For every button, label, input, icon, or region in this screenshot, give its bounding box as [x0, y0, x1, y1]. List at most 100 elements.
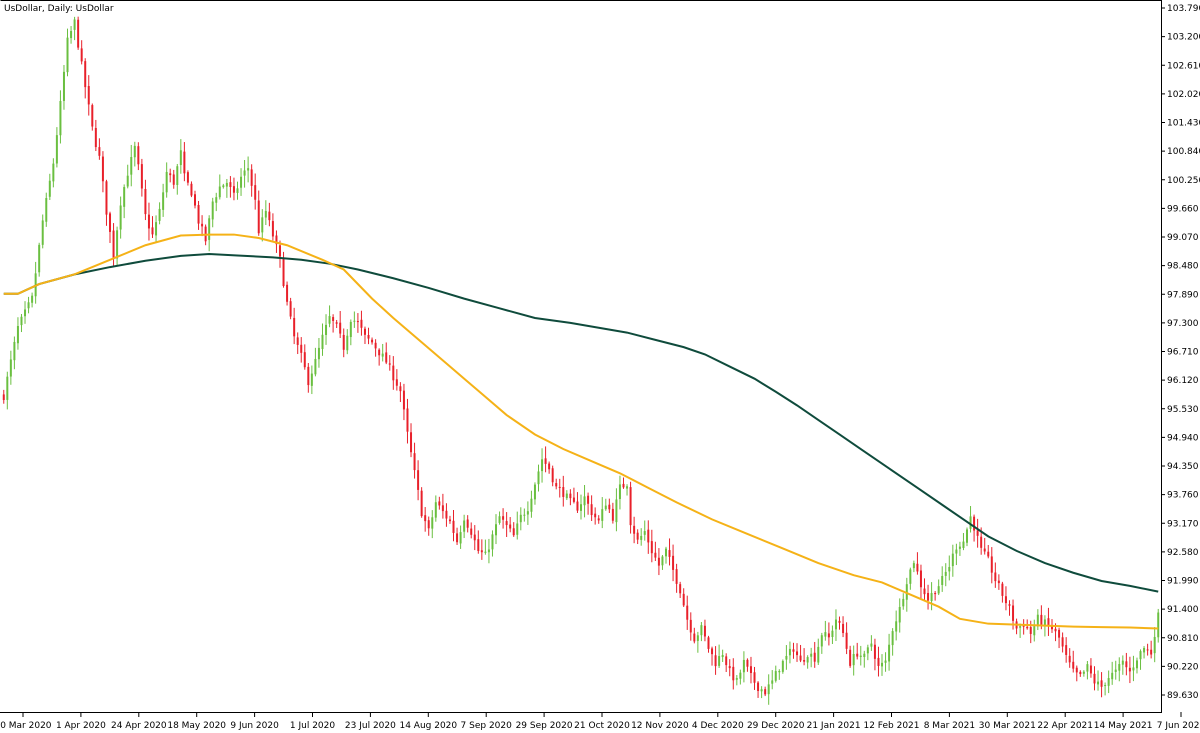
time-tick-label: 22 Apr 2021 — [1037, 721, 1093, 731]
time-tick-label: 21 Oct 2020 — [574, 721, 630, 731]
candle-bearish — [278, 245, 281, 257]
price-tick-label: 94.350 — [1167, 462, 1199, 472]
candle-bullish — [884, 660, 887, 663]
candle-bullish — [247, 168, 250, 171]
candle-bearish — [1068, 655, 1071, 663]
price-tick-label: 101.430 — [1167, 119, 1200, 129]
candle-bearish — [990, 556, 993, 573]
candle-bullish — [59, 101, 62, 136]
candle-bearish — [388, 363, 391, 365]
candle-bearish — [1026, 626, 1029, 629]
candle-bullish — [615, 499, 618, 523]
time-tick-label: 4 Dec 2020 — [692, 721, 744, 731]
candle-bullish — [774, 671, 777, 681]
price-tick-label: 93.760 — [1167, 491, 1199, 501]
candle-bearish — [650, 541, 653, 554]
price-tick-label: 103.790 — [1167, 4, 1200, 14]
candle-bearish — [916, 563, 919, 572]
price-tick-label: 97.300 — [1167, 319, 1199, 329]
candle-bullish — [530, 498, 533, 512]
candle-bearish — [749, 666, 752, 674]
candle-bullish — [16, 326, 19, 344]
candle-bullish — [1104, 685, 1107, 687]
candle-bullish — [243, 170, 246, 176]
candle-bullish — [130, 157, 133, 175]
candle-bearish — [1146, 649, 1149, 651]
candle-bearish — [1012, 605, 1015, 621]
candle-bearish — [374, 342, 377, 349]
candle-bearish — [1089, 665, 1092, 674]
candle-bearish — [289, 301, 292, 317]
candle-bearish — [1128, 667, 1131, 672]
candle-bullish — [1143, 647, 1146, 653]
candle-bullish — [1139, 651, 1142, 660]
price-tick-label: 103.200 — [1167, 33, 1200, 43]
candle-bullish — [314, 358, 317, 375]
candle-bullish — [1135, 660, 1138, 669]
candle-bearish — [512, 528, 515, 536]
candle-bearish — [827, 633, 830, 638]
candle-bearish — [813, 652, 816, 662]
candle-bullish — [1153, 636, 1156, 654]
candle-bullish — [735, 678, 738, 680]
candle-bearish — [1058, 629, 1061, 638]
candle-bullish — [1118, 664, 1121, 671]
candle-bullish — [52, 163, 55, 182]
candle-bearish — [923, 588, 926, 595]
candle-bearish — [1075, 667, 1078, 673]
candle-bullish — [909, 569, 912, 584]
candle-bearish — [633, 525, 636, 534]
candle-bearish — [410, 432, 413, 453]
candle-bullish — [778, 671, 781, 673]
candle-bullish — [353, 320, 356, 322]
candle-bullish — [1121, 660, 1124, 665]
candle-bullish — [325, 324, 328, 335]
candle-bullish — [261, 217, 264, 233]
candle-bullish — [640, 535, 643, 540]
candle-bullish — [618, 484, 621, 499]
candle-bullish — [859, 655, 862, 657]
candle-bullish — [626, 486, 629, 489]
candle-bearish — [282, 257, 285, 286]
candle-bearish — [367, 334, 370, 339]
time-tick-label: 14 May 2021 — [1094, 721, 1153, 731]
candle-bearish — [137, 146, 140, 165]
candle-bearish — [551, 468, 554, 483]
candle-bearish — [151, 227, 154, 235]
price-tick-label: 89.630 — [1167, 691, 1199, 701]
candle-bearish — [2, 394, 5, 401]
candle-bullish — [1132, 667, 1135, 671]
candle-bullish — [66, 37, 69, 73]
candle-bullish — [781, 660, 784, 672]
candle-bearish — [544, 458, 547, 464]
candle-bearish — [987, 551, 990, 557]
candle-bearish — [438, 501, 441, 506]
candle-bullish — [905, 584, 908, 600]
candle-bearish — [505, 521, 508, 526]
candle-bullish — [718, 656, 721, 666]
candle-bearish — [452, 520, 455, 533]
candle-bullish — [1043, 619, 1046, 626]
candle-bearish — [994, 572, 997, 582]
candle-bearish — [587, 495, 590, 504]
candle-bullish — [62, 71, 65, 101]
candle-bearish — [296, 337, 299, 345]
candle-bearish — [101, 156, 104, 182]
candle-bearish — [636, 532, 639, 540]
candle-bearish — [84, 61, 87, 88]
candle-bearish — [622, 483, 625, 488]
candle-bearish — [427, 520, 430, 529]
price-tick-label: 97.890 — [1167, 290, 1199, 300]
candle-bullish — [158, 208, 161, 221]
candle-bearish — [728, 666, 731, 669]
candle-bullish — [810, 653, 813, 657]
candle-bullish — [431, 517, 434, 529]
time-axis: 10 Mar 2020 1 Apr 2020 24 Apr 2020 18 May 2… — [0, 712, 1200, 731]
candle-bullish — [70, 31, 73, 39]
candle-bearish — [448, 519, 451, 522]
candle-bullish — [519, 514, 522, 523]
time-tick-label: 14 Aug 2020 — [399, 721, 457, 731]
candle-bearish — [417, 470, 420, 490]
